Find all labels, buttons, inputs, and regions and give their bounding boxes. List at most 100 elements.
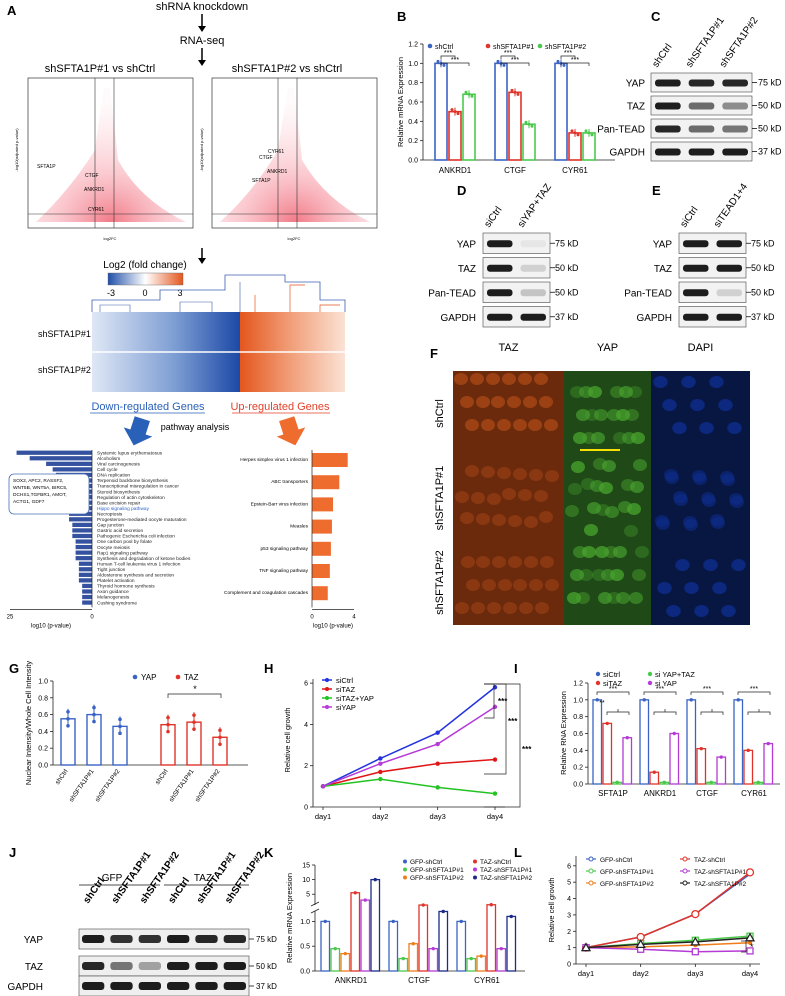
pathway-down-bar — [75, 539, 92, 544]
data-point — [747, 940, 753, 945]
pathway-down-label: Gastric acid secretion — [97, 528, 143, 534]
series-line-TAZ-shSFTA1P#1 — [585, 946, 751, 953]
nucleus — [691, 399, 705, 411]
data-point — [690, 936, 701, 946]
bar-TAZ-shCtrl — [486, 904, 497, 972]
data-point — [652, 770, 656, 774]
data-point — [691, 948, 699, 956]
x-tick-label: day2 — [372, 812, 388, 821]
blot-band — [223, 935, 246, 943]
micro-col-label: TAZ — [499, 342, 519, 354]
bar-GFP-shSFTA1P#2 — [476, 955, 487, 972]
nucleus — [573, 432, 587, 444]
blot-kd-label: 50 kD — [555, 287, 579, 297]
data-point — [642, 698, 646, 702]
pathway-down-label: Human T-cell leukemia virus 1 infection — [97, 561, 181, 567]
data-point — [435, 730, 440, 735]
bar-siTAZ — [602, 722, 613, 785]
blot-band — [716, 289, 742, 297]
blot-row-label: GAPDH — [440, 313, 476, 324]
legend-marker — [325, 678, 329, 682]
sig-label: *** — [703, 686, 711, 693]
volcano-right-ylabel: -log10(adjusted p-value) — [199, 128, 204, 172]
bar-TAZ-shSFTA1P#2 — [370, 878, 381, 972]
blot-row-label: Pan-TEAD — [624, 288, 672, 299]
legend-label: siCtrl — [336, 676, 353, 685]
data-point — [401, 956, 405, 961]
bar-TAZ-shSFTA1P#1 — [496, 948, 507, 972]
y-tick-label: 0 — [567, 962, 571, 969]
data-point — [516, 92, 520, 96]
blot-band — [138, 962, 161, 970]
data-point — [323, 919, 327, 924]
x-tick-label: ANKRD1 — [644, 789, 677, 798]
nucleus — [455, 491, 469, 503]
x-tick-label: day3 — [687, 969, 703, 978]
blot-band — [655, 102, 681, 110]
nucleus — [700, 422, 714, 434]
bar-GFP-shSFTA1P#2 — [340, 952, 351, 972]
data-point — [92, 719, 96, 724]
y-axis-label: Relative cell growth — [547, 877, 556, 942]
volcano-left-label-4: CYR61 — [88, 207, 104, 213]
pathway-down-bar — [78, 567, 92, 572]
nucleus — [610, 569, 624, 581]
panel-label-l: L — [514, 845, 522, 860]
volcano-left-label-1: SFTA1P — [37, 164, 56, 170]
bar-TAZ-shSFTA1P#1 — [428, 948, 439, 972]
pathway-down-label: Aldosterone synthesis and secretion — [97, 573, 174, 579]
legend-marker — [403, 859, 407, 864]
pathway-down-label: Tight junction — [97, 567, 126, 573]
legend-label: siTAZ+YAP — [336, 694, 374, 703]
blot-band — [195, 982, 218, 990]
data-point — [584, 129, 588, 133]
blot-band — [655, 79, 681, 87]
bar-siCtrl — [686, 699, 697, 785]
nucleus — [460, 512, 474, 524]
nucleus — [719, 399, 733, 411]
nucleus — [616, 409, 630, 421]
legend-marker — [682, 880, 688, 886]
legend-marker — [485, 43, 491, 49]
pathway-down-bar — [46, 461, 92, 466]
legend-label: GFP-shSFTA1P#2 — [600, 881, 654, 888]
data-point — [442, 63, 446, 67]
nucleus — [631, 432, 645, 444]
panel-label-b: B — [397, 9, 406, 24]
x-tick-label: day3 — [430, 812, 446, 821]
nucleus — [513, 468, 527, 480]
blot-band — [520, 289, 546, 297]
x-tick-label: SFTA1P — [598, 789, 628, 798]
pathway-down-label: Melanogenesis — [97, 595, 130, 601]
nucleus — [674, 494, 688, 506]
legend-label: siCtrl — [603, 670, 620, 679]
y-tick-label: 0.6 — [38, 712, 48, 719]
heatmap-tick-neg: -3 — [107, 288, 115, 298]
chart-h: 0 2 4 6 day1 day2 day3 day4 Relative cell growth… — [283, 676, 532, 821]
nucleus — [616, 592, 630, 604]
pathway-down-tick: 25 — [7, 614, 14, 620]
legend-label: TAZ-shCtrl — [694, 857, 725, 864]
legend-marker — [175, 674, 181, 680]
sig-bracket — [484, 683, 521, 808]
series-line-GFP-shSFTA1P#2 — [585, 941, 751, 949]
nucleus — [676, 559, 690, 571]
data-point — [469, 956, 473, 961]
blot-band — [195, 962, 218, 970]
pathway-down-label: Cushing syndrome — [97, 600, 137, 606]
data-point — [166, 722, 170, 727]
legend-marker — [647, 680, 653, 686]
nucleus — [732, 559, 746, 571]
micro-row-label: shSFTA1P#1 — [434, 466, 446, 531]
legend-marker — [588, 880, 594, 886]
pathway-up-bar — [312, 497, 333, 512]
sig-bracket — [167, 693, 222, 698]
blot-band — [167, 962, 190, 970]
micro-tile — [651, 371, 750, 456]
data-point — [570, 129, 574, 133]
x-tick-label: CTGF — [696, 789, 718, 798]
nucleus — [487, 602, 501, 614]
nucleus — [502, 373, 516, 385]
pathway-down-bar — [16, 450, 93, 455]
nucleus — [654, 376, 668, 388]
